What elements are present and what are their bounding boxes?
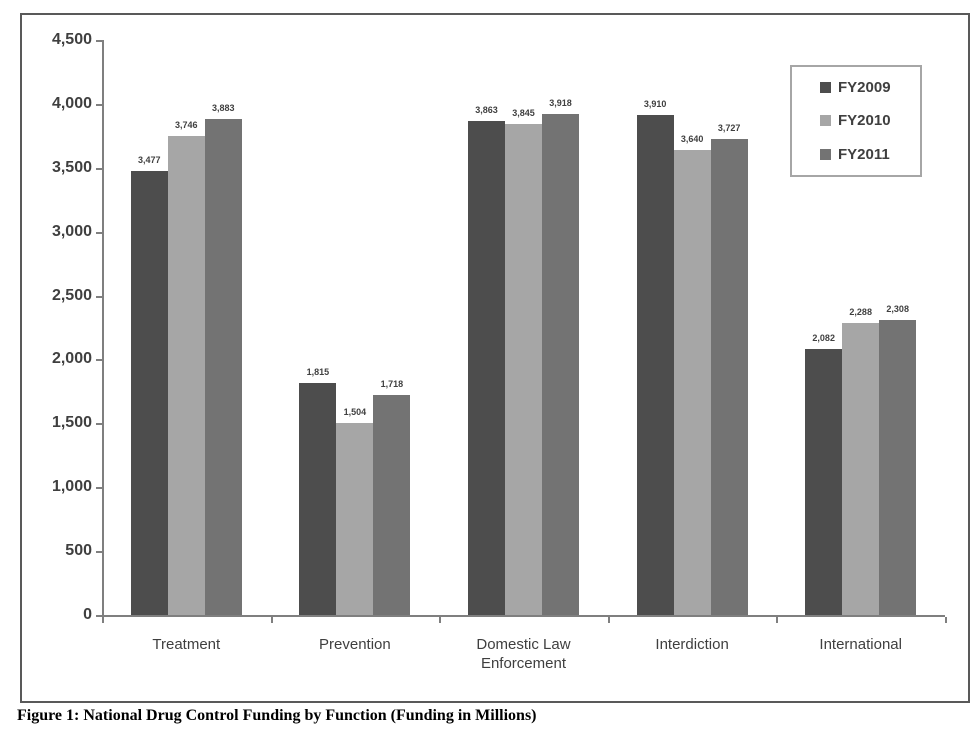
x-axis-label-domestic-law-enforcement: Domestic Law Enforcement [476, 636, 571, 672]
y-axis-tick-3000 [96, 231, 102, 234]
y-axis-tick-2000 [96, 359, 102, 362]
value-label-fy2009-treatment: 3,477 [138, 154, 161, 165]
figure-caption: Figure 1: National Drug Control Funding … [17, 707, 537, 724]
x-axis-label-interdiction: Interdiction [655, 636, 729, 653]
y-axis-label-2500: 2,500 [51, 286, 92, 304]
x-axis-tick-3 [607, 617, 610, 623]
legend-item-fy2011: FY2011 [820, 146, 920, 163]
bar-fy2009-international [805, 348, 843, 615]
y-axis-label-4500: 4,500 [51, 31, 92, 48]
value-label-fy2010-treatment: 3,746 [175, 120, 198, 131]
y-axis-label-4000: 4,000 [51, 94, 92, 112]
x-axis-label-prevention: Prevention [319, 636, 391, 653]
legend-item-fy2010: FY2010 [820, 112, 920, 129]
y-axis-label-0: 0 [83, 606, 92, 623]
y-axis-label-1500: 1,500 [51, 414, 92, 432]
bar-fy2010-interdiction [673, 149, 711, 615]
bar-fy2009-prevention [299, 383, 337, 615]
x-axis-line [102, 615, 945, 617]
legend-item-fy2009: FY2009 [820, 79, 920, 96]
x-axis-tick-1 [270, 617, 273, 623]
y-axis-tick-3500 [96, 167, 102, 170]
value-label-fy2009-international: 2,082 [812, 332, 835, 343]
x-axis-tick-5 [945, 617, 947, 623]
value-label-fy2009-prevention: 1,815 [306, 367, 330, 378]
legend: FY2009 FY2010 FY2011 [790, 65, 922, 177]
bar-fy2011-prevention [373, 395, 411, 615]
value-label-fy2011-prevention: 1,718 [380, 379, 404, 390]
bar-fy2010-domestic-law-enforcement [505, 123, 542, 615]
value-label-fy2010-international: 2,288 [849, 306, 872, 317]
y-axis-tick-1500 [96, 423, 102, 426]
bar-fy2010-international [842, 322, 880, 615]
legend-swatch-fy2009 [820, 82, 831, 94]
bar-fy2011-domestic-law-enforcement [542, 114, 579, 615]
legend-swatch-fy2011 [820, 148, 831, 160]
bar-fy2010-prevention [336, 422, 374, 615]
value-label-fy2011-treatment: 3,883 [212, 102, 235, 113]
y-axis-tick-4500 [96, 40, 102, 42]
value-label-fy2010-interdiction: 3,640 [680, 133, 704, 144]
y-axis-label-1000: 1,000 [51, 478, 92, 496]
legend-label-fy2011: FY2011 [838, 145, 890, 163]
legend-label-fy2010: FY2010 [838, 112, 891, 130]
bar-fy2011-interdiction [710, 138, 748, 615]
legend-swatch-fy2010 [820, 115, 831, 127]
y-axis-tick-1000 [96, 487, 102, 490]
value-label-fy2011-international: 2,308 [886, 304, 909, 315]
y-axis-tick-4000 [96, 103, 102, 106]
x-axis-label-international: International [819, 636, 902, 653]
y-axis-tick-2500 [96, 295, 102, 298]
x-axis-tick-4 [776, 617, 779, 623]
y-axis-label-3000: 3,000 [51, 222, 92, 240]
value-label-fy2009-domestic-law-enforcement: 3,863 [475, 105, 498, 116]
x-axis-label-treatment: Treatment [152, 636, 221, 653]
value-label-fy2011-domestic-law-enforcement: 3,918 [549, 98, 572, 109]
bar-fy2011-treatment [204, 118, 242, 615]
bar-fy2009-domestic-law-enforcement [468, 121, 505, 615]
value-label-fy2011-interdiction: 3,727 [717, 122, 741, 133]
y-axis-line [102, 40, 104, 617]
y-axis-label-500: 500 [65, 542, 92, 560]
x-axis-tick-2 [439, 617, 442, 623]
y-axis-label-2000: 2,000 [51, 350, 92, 368]
bar-fy2011-international [879, 320, 917, 615]
legend-label-fy2009: FY2009 [838, 79, 891, 97]
bar-fy2010-treatment [167, 136, 205, 615]
y-axis-tick-0 [96, 615, 102, 617]
y-axis-tick-500 [96, 551, 102, 554]
value-label-fy2010-domestic-law-enforcement: 3,845 [512, 107, 535, 118]
y-axis-label-3500: 3,500 [51, 158, 92, 176]
value-label-fy2010-prevention: 1,504 [343, 406, 367, 417]
chart-container: 0 500 1,000 1,500 2,000 2,500 3,000 3,500 4,000 4… [20, 13, 970, 703]
bar-fy2009-treatment [130, 170, 168, 615]
bar-fy2009-interdiction [636, 115, 674, 615]
value-label-fy2009-interdiction: 3,910 [643, 99, 667, 110]
x-axis-tick-0 [102, 617, 104, 623]
